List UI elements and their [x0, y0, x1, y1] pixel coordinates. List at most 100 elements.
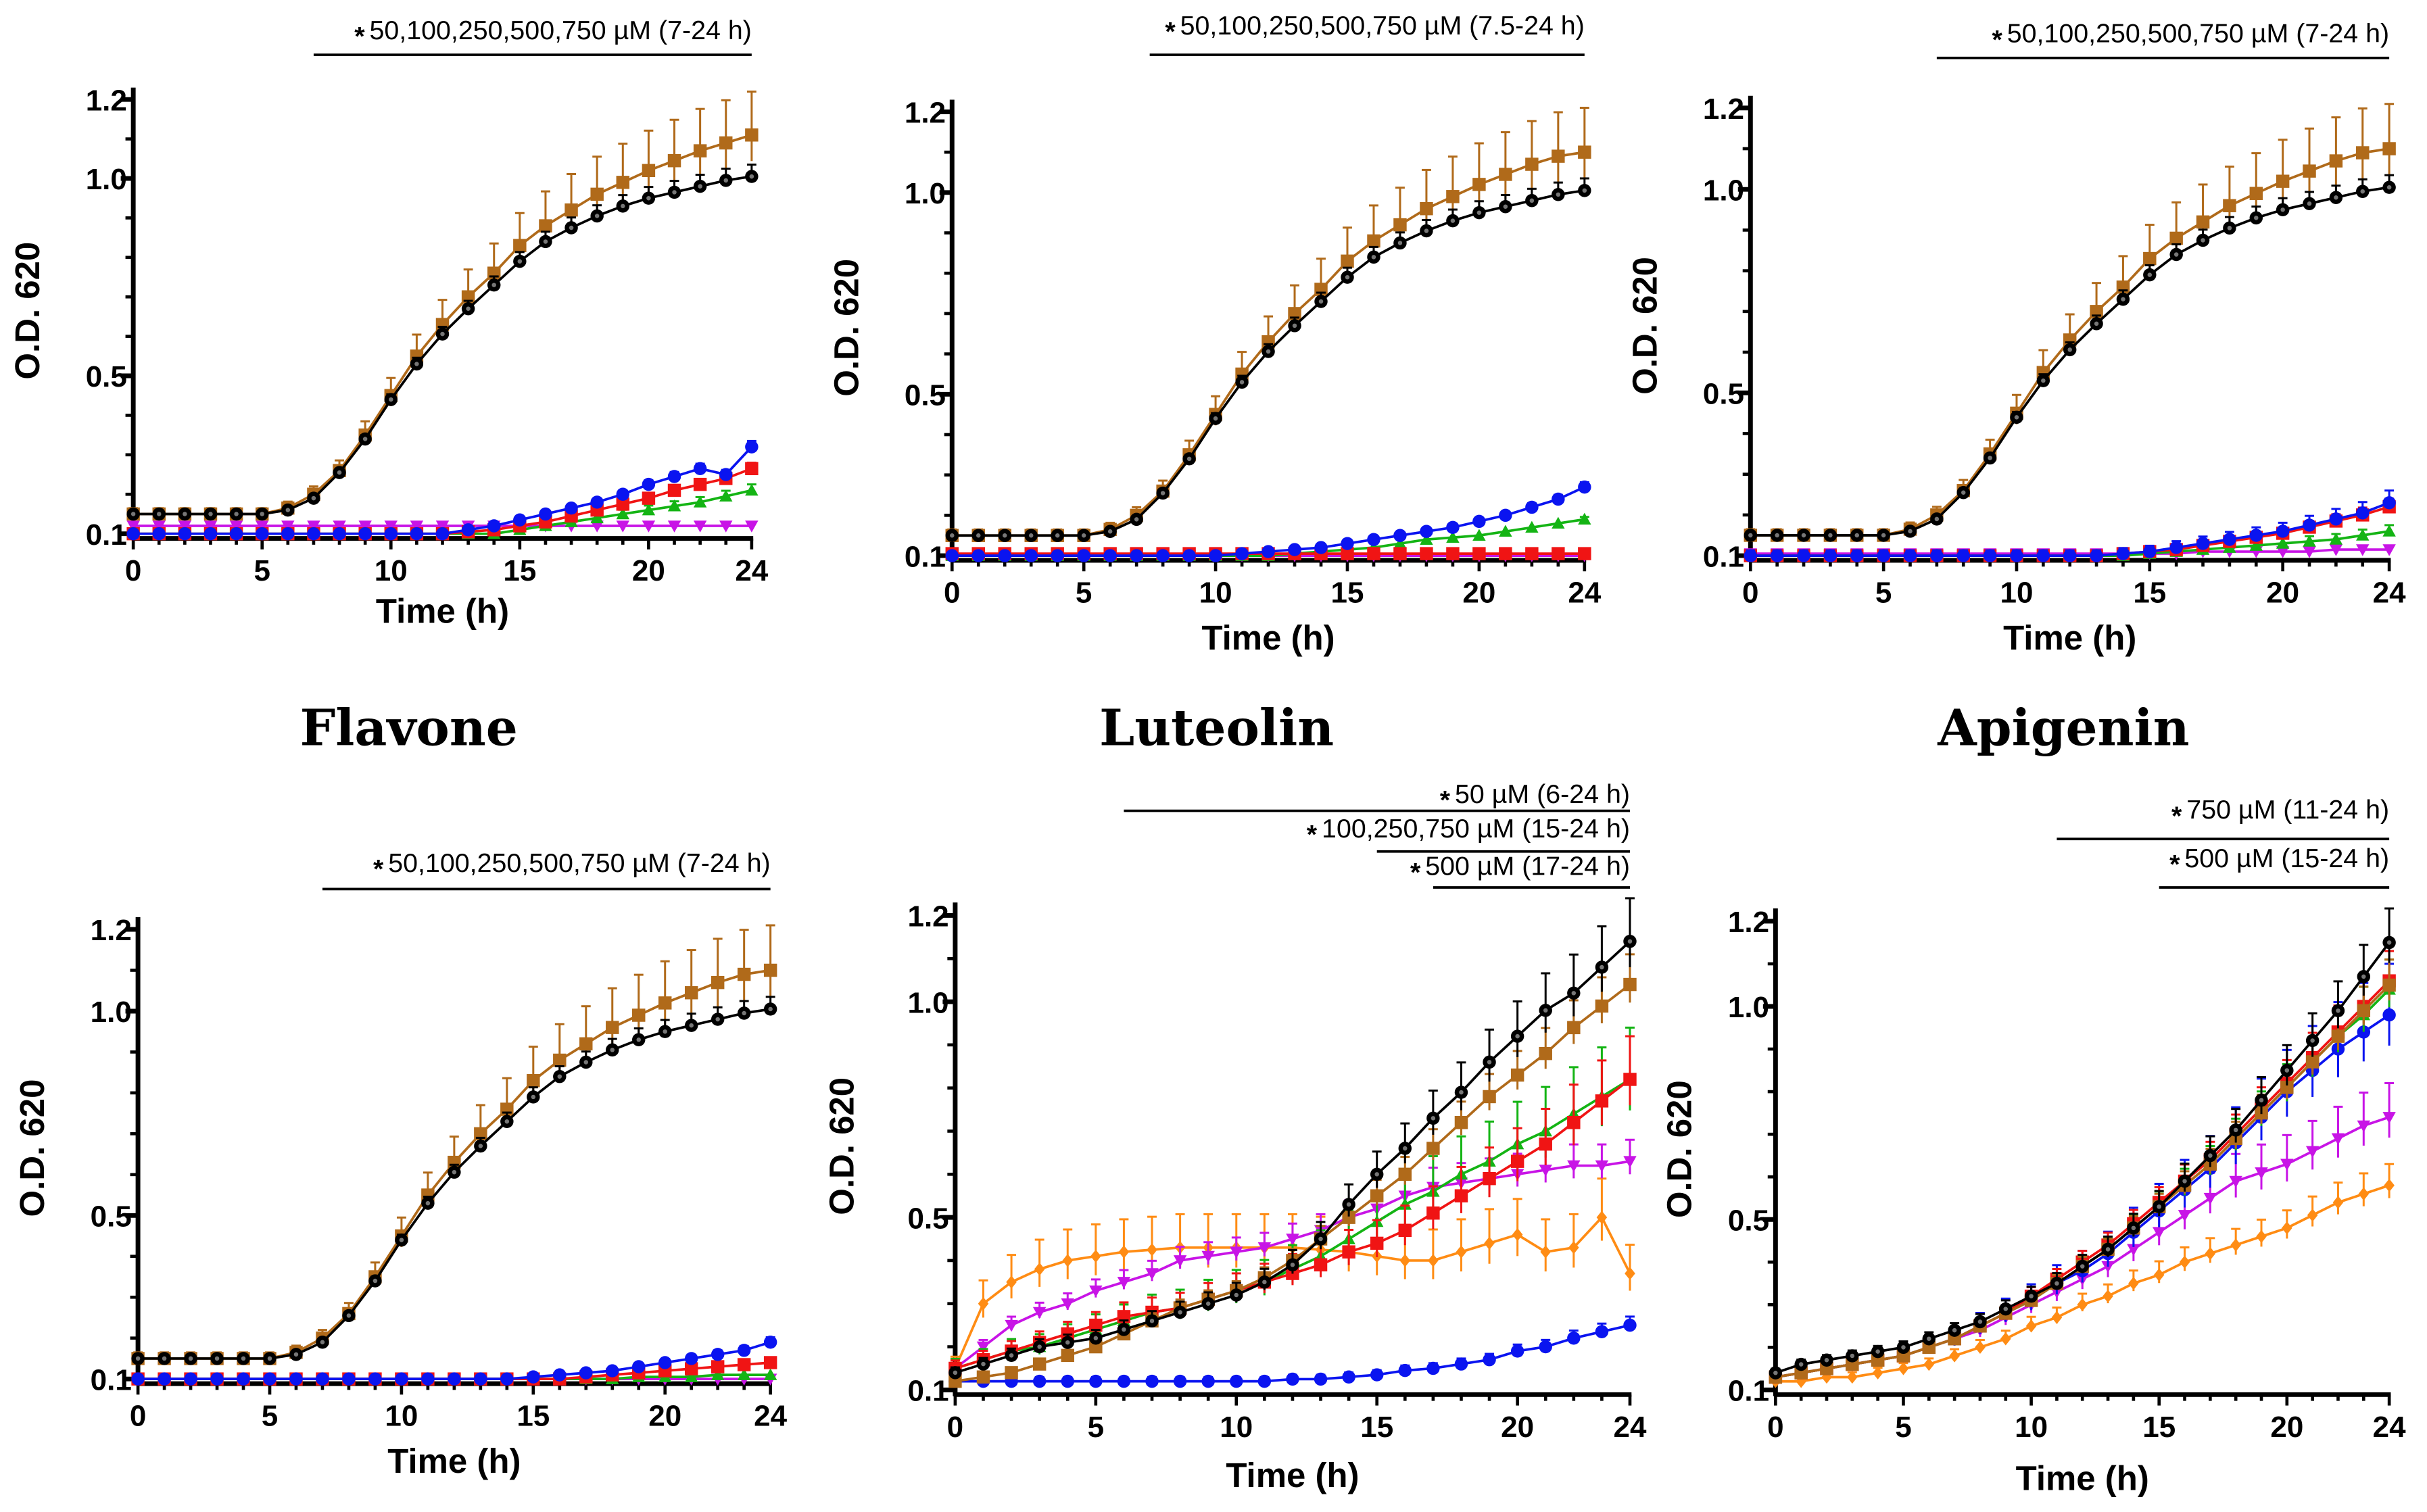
x-tick-label: 10 [2015, 1411, 2048, 1444]
series-brown-square [1744, 103, 2396, 542]
data-point-center [346, 1313, 352, 1318]
y-tick-label: 0.1 [1728, 1375, 1769, 1408]
data-point [1145, 1374, 1159, 1388]
data-point [711, 975, 725, 990]
data-point-center [491, 283, 496, 287]
chart-panel-2: 0.1 0.5 1.0 1.2 0 5 10 15 20 24 O.D. 620 Time (h) 50… [1625, 19, 2406, 658]
data-point [2356, 146, 2370, 160]
significance-label: 500 µM (17-24 h) [1425, 851, 1630, 881]
data-point-center [2307, 201, 2312, 206]
data-point [658, 1356, 672, 1369]
data-point-center [2182, 1179, 2187, 1184]
x-tick-label: 10 [2000, 577, 2034, 610]
data-point-center [183, 512, 187, 516]
data-point-center [162, 1356, 167, 1361]
data-point [1420, 533, 1433, 545]
data-point [1393, 218, 1407, 232]
y-tick-label: 1.2 [86, 84, 127, 117]
x-tick-label: 20 [1462, 577, 1495, 610]
data-point-center [1239, 380, 1245, 385]
data-point-center [135, 1356, 141, 1361]
data-point [1005, 1366, 1018, 1380]
data-point [527, 1074, 540, 1088]
data-point-center [1055, 533, 1060, 538]
data-point [1578, 512, 1591, 525]
data-point-center [1961, 490, 1966, 495]
data-point-center [1290, 1263, 1295, 1267]
data-point [2143, 545, 2157, 558]
data-point [333, 520, 346, 533]
data-point-center [373, 1278, 378, 1284]
data-point [719, 468, 733, 481]
data-point [1201, 1250, 1215, 1263]
data-point-center [2310, 1038, 2315, 1043]
data-point-center [362, 437, 368, 441]
data-point [2196, 537, 2210, 550]
data-point [1034, 1262, 1045, 1276]
data-point [719, 489, 733, 502]
data-point [384, 520, 398, 533]
data-point [2223, 199, 2236, 213]
data-point [632, 1008, 646, 1022]
data-point [1483, 1352, 1496, 1367]
data-point [1446, 190, 1460, 203]
data-point-center [425, 1200, 431, 1206]
data-point [719, 520, 733, 533]
data-point [2382, 544, 2396, 556]
data-point [1975, 1340, 1986, 1355]
data-point [1525, 547, 1539, 560]
data-point-center [1262, 1279, 1267, 1285]
data-point [1426, 1142, 1440, 1155]
data-point-center [531, 1094, 536, 1100]
data-point [487, 519, 501, 533]
data-point [1540, 1245, 1552, 1259]
data-point [616, 520, 630, 533]
data-point [1456, 1245, 1467, 1259]
data-point [1061, 1298, 1074, 1311]
data-point [126, 527, 140, 541]
data-point [1525, 500, 1539, 514]
data-point [745, 128, 759, 142]
data-point [1230, 1246, 1243, 1259]
data-point-center [130, 512, 136, 516]
data-point [1314, 1372, 1328, 1386]
data-point [1398, 1363, 1412, 1377]
data-point [178, 527, 192, 541]
data-point [184, 1372, 197, 1386]
data-point-center [2254, 216, 2259, 220]
data-point-center [981, 1361, 986, 1367]
significance-label: 50 µM (6-24 h) [1455, 779, 1630, 809]
data-point-center [2336, 1008, 2340, 1013]
significance-star: * [1992, 25, 2002, 55]
panel-title-flavone: Flavone [300, 698, 518, 757]
data-point-center [1773, 1370, 1778, 1375]
data-point [1567, 1332, 1581, 1345]
data-point [1182, 549, 1196, 562]
data-point [2249, 539, 2263, 551]
data-point [745, 440, 759, 454]
y-axis-label: O.D. 620 [13, 1079, 51, 1217]
data-point [1341, 254, 1354, 268]
data-point [1983, 549, 1997, 562]
significance-star: * [1410, 858, 1421, 887]
data-point [1089, 1285, 1103, 1298]
data-point-center [1318, 299, 1324, 304]
data-point [2051, 1311, 2063, 1324]
data-point [1595, 1160, 1609, 1173]
series-brown-square [945, 106, 1591, 542]
data-point [2356, 529, 2370, 541]
chart-panel-3: 0.1 0.5 1.0 1.2 0 5 10 15 20 24 O.D. 620 Time (h) 50… [13, 848, 787, 1480]
data-point [642, 503, 656, 516]
data-point [1512, 1227, 1523, 1242]
data-point [2382, 1112, 2396, 1124]
data-point [1032, 1357, 1047, 1371]
data-point [358, 527, 372, 541]
significance-label: 500 µM (15-24 h) [2184, 844, 2389, 873]
data-point [2282, 1221, 2292, 1235]
data-point-center [1875, 1349, 1880, 1354]
data-point [737, 967, 751, 981]
data-point-center [1450, 218, 1456, 223]
data-point-center [1346, 1202, 1351, 1207]
data-point [1539, 1165, 1552, 1177]
y-tick-label: 1.0 [1728, 991, 1769, 1024]
